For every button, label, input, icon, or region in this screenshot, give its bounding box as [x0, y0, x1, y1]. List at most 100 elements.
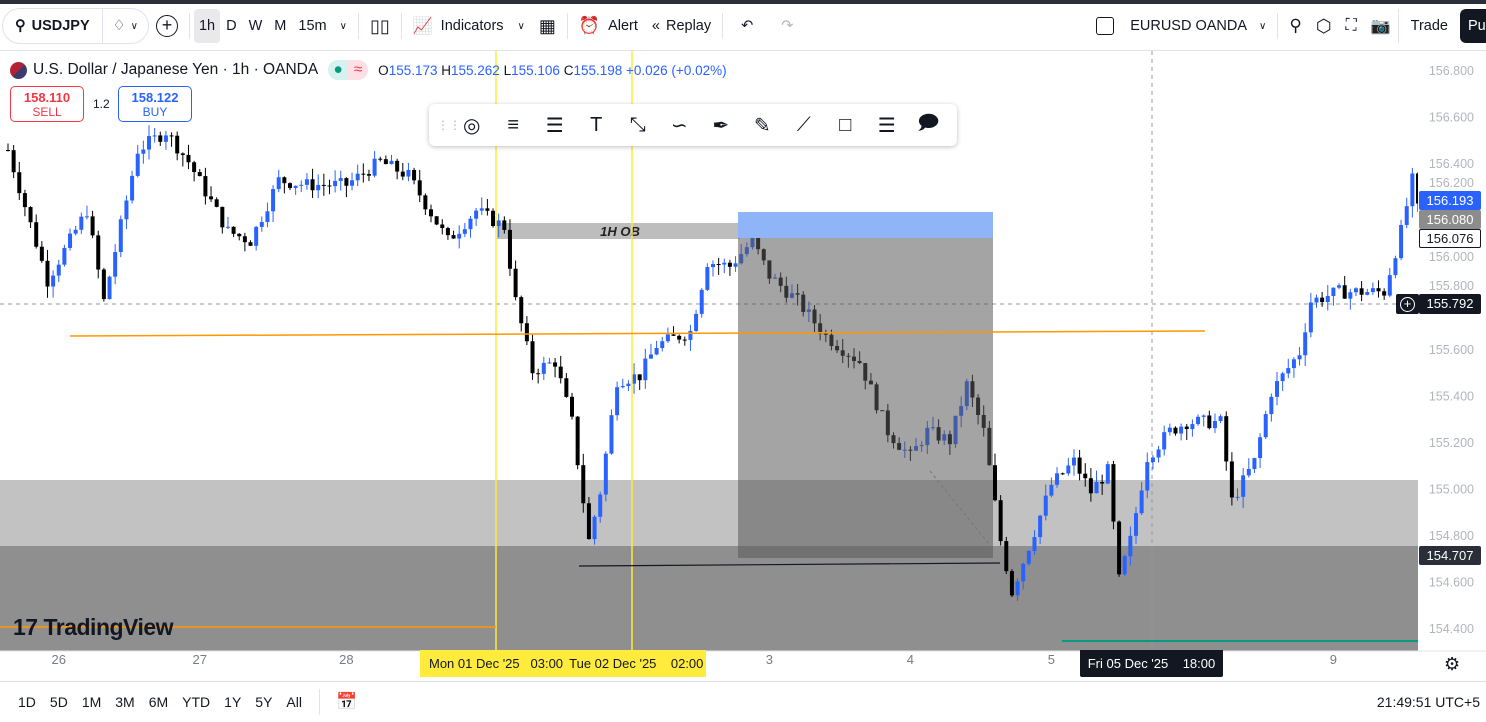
gear-icon: ⚙ — [1444, 654, 1461, 674]
range-1y[interactable]: 1Y — [224, 694, 242, 710]
candle-body — [1179, 426, 1184, 434]
goto-date-button[interactable]: 📅 — [324, 692, 369, 712]
publish-button[interactable]: Pu — [1460, 9, 1486, 43]
interval-d[interactable]: D — [226, 18, 237, 34]
symbol-search[interactable]: ⚲ USDJPY — [2, 8, 103, 44]
redo-button[interactable]: ↷ — [767, 9, 807, 43]
text-tool[interactable]: T — [576, 108, 618, 142]
indicators-dropdown[interactable]: ∨ — [511, 9, 532, 43]
divider — [722, 13, 724, 39]
range-6m[interactable]: 6M — [148, 694, 169, 710]
candle-body — [406, 169, 411, 177]
candle-body — [11, 150, 16, 173]
range-ytd[interactable]: YTD — [182, 694, 211, 710]
horizontal-lines-tool[interactable]: ☰ — [866, 108, 908, 142]
candle-body — [440, 224, 445, 229]
buy-button[interactable]: 158.122 BUY — [118, 86, 192, 122]
settings-button[interactable]: ⬡ — [1309, 9, 1339, 43]
add-symbol-button[interactable]: + — [149, 9, 185, 43]
plus-circle-icon: + — [155, 15, 178, 37]
drag-handle-icon[interactable]: ⋮⋮ — [437, 118, 461, 132]
candle-body — [1032, 537, 1037, 551]
candle-body — [248, 242, 253, 246]
callout-icon: 🗩 — [917, 112, 940, 134]
candle-body — [1342, 285, 1347, 299]
time-label: 9 — [1329, 652, 1338, 667]
calendar-icon: 📅 — [335, 692, 358, 711]
interval-1h[interactable]: 1h — [193, 9, 221, 43]
range-5y[interactable]: 5Y — [255, 694, 273, 710]
undo-button[interactable]: ↶ — [727, 9, 767, 43]
path-tool[interactable]: ∽ — [659, 108, 701, 142]
trend-channel-tool[interactable]: ≡ — [493, 108, 535, 142]
chart-settings-button[interactable]: ⚙ — [1444, 654, 1460, 675]
quick-search-button[interactable]: ⚲ — [1282, 9, 1308, 43]
line-tool[interactable]: ⟋ — [783, 108, 825, 142]
candle-body — [1190, 424, 1195, 430]
candle-body — [163, 135, 168, 142]
range-5d[interactable]: 5D — [49, 694, 68, 710]
candle-body — [1359, 288, 1364, 295]
snapshot-button[interactable]: 📷 — [1364, 9, 1398, 43]
candle-body — [1167, 427, 1172, 433]
candle-body — [620, 385, 625, 388]
market-status-badge[interactable]: ● ≈ — [328, 60, 369, 80]
chart-type-button[interactable]: ▯▯ — [363, 9, 397, 43]
chevron-down-icon: ∨ — [517, 20, 525, 32]
price-tag-high: 156.193 — [1419, 191, 1481, 210]
candle-body — [496, 220, 501, 227]
candle-body — [1387, 275, 1392, 296]
chevron-down-icon: ∨ — [1259, 20, 1267, 32]
candle-body — [1156, 449, 1161, 458]
interval-15m[interactable]: 15m — [298, 18, 327, 34]
candle-body — [107, 276, 112, 300]
candle-body — [1263, 414, 1268, 438]
symbol-title[interactable]: U.S. Dollar / Japanese Yen · 1h · OANDA — [33, 61, 319, 78]
divider — [188, 13, 190, 39]
candle-body — [203, 176, 208, 197]
candle-body — [654, 348, 659, 355]
alert-button[interactable]: ⏰ Alert — [578, 16, 638, 35]
path-icon: ∽ — [670, 114, 688, 137]
candle-body — [1320, 297, 1325, 303]
brush-tool[interactable]: ✒ — [700, 108, 742, 142]
interval-w[interactable]: W — [248, 18, 263, 34]
fib-retracement-icon: ☰ — [545, 114, 564, 137]
range-3m[interactable]: 3M — [115, 694, 135, 710]
indicators-button[interactable]: 📈 Indicators — [412, 18, 504, 35]
add-alert-crosshair-button[interactable]: + — [1396, 294, 1419, 314]
interval-m[interactable]: M — [274, 18, 287, 34]
grid-icon: ▦ — [538, 15, 556, 36]
candle-body — [677, 335, 682, 340]
compare-symbol-toggle[interactable]: EURUSD OANDA ∨ — [1089, 9, 1273, 43]
candle-body — [366, 174, 371, 176]
watchlist-diamond-button[interactable]: ♢ ∨ — [102, 8, 149, 44]
clock-timezone[interactable]: 21:49:51 UTC+5 — [1376, 694, 1480, 710]
range-all[interactable]: All — [286, 694, 302, 710]
candle-body — [1252, 458, 1257, 470]
rectangle-tool[interactable]: □ — [825, 108, 867, 142]
fullscreen-button[interactable]: ⛶ — [1339, 9, 1364, 43]
trade-button[interactable]: Trade — [1397, 9, 1460, 43]
candle-body — [1258, 437, 1263, 459]
cursor-tool[interactable]: ◎ — [451, 108, 493, 142]
sell-button[interactable]: 158.110 SELL — [10, 86, 84, 122]
candle-body — [180, 153, 185, 155]
trend-line-tool[interactable]: ⤡ — [617, 108, 659, 142]
layouts-button[interactable]: ▦ — [532, 9, 563, 43]
range-1d[interactable]: 1D — [18, 694, 36, 710]
candle-body — [327, 185, 332, 187]
price-axis-tick: 155.800 — [1429, 279, 1474, 293]
candle-body — [581, 465, 586, 504]
highlighter-tool[interactable]: ✎ — [742, 108, 784, 142]
callout-tool[interactable]: 🗩 — [908, 108, 950, 142]
replay-button[interactable]: «Replay — [651, 18, 712, 34]
tradingview-logo[interactable]: 17 TradingView — [13, 614, 174, 640]
candle-body — [84, 216, 89, 218]
fib-retracement-tool[interactable]: ☰ — [534, 108, 576, 142]
range-1m[interactable]: 1M — [81, 694, 102, 710]
candle-body — [711, 264, 715, 268]
interval-dropdown[interactable]: ∨ — [333, 9, 354, 43]
candle-body — [333, 180, 338, 187]
supply-demand-zone-dark — [0, 546, 1418, 651]
